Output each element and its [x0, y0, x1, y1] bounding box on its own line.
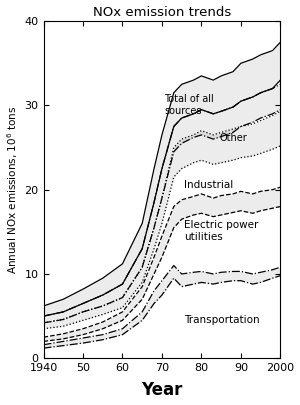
Text: Other: Other	[219, 133, 247, 143]
Text: Electric power
utilities: Electric power utilities	[184, 220, 258, 242]
X-axis label: Year: Year	[141, 382, 183, 399]
Text: Industrial: Industrial	[184, 180, 233, 190]
Y-axis label: Annual NOx emissions, 10$^6$ tons: Annual NOx emissions, 10$^6$ tons	[6, 106, 20, 274]
Text: Transportation: Transportation	[184, 315, 259, 324]
Title: NOx emission trends: NOx emission trends	[93, 6, 231, 19]
Text: Total of all
sources: Total of all sources	[164, 94, 214, 115]
